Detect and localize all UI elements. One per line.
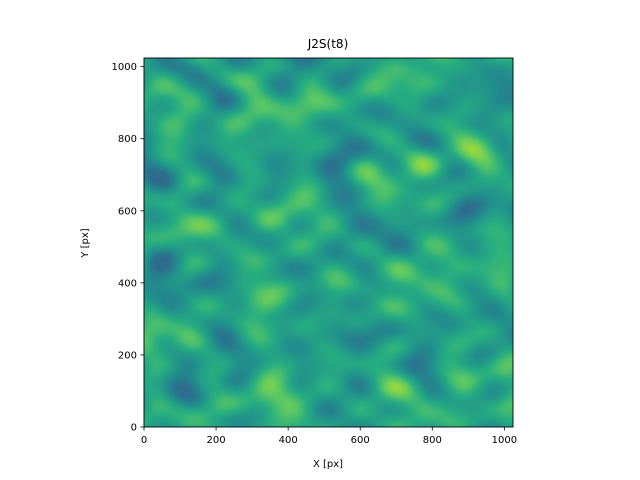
x-tick-label: 400: [279, 435, 298, 446]
y-tick-label: 400: [118, 278, 137, 289]
x-tick-label: 800: [423, 435, 442, 446]
y-tick-label: 600: [118, 206, 137, 217]
heatmap-field: [144, 58, 513, 427]
x-tick-label: 600: [351, 435, 370, 446]
x-axis-ticks: 0 200 400 600 800 1000: [141, 427, 517, 446]
x-tick-label: 200: [207, 435, 226, 446]
x-tick-label: 1000: [492, 435, 517, 446]
axes-frame: [143, 57, 514, 428]
chart-title: J2S(t8): [307, 37, 349, 51]
y-tick-label: 1000: [112, 62, 137, 73]
y-tick-label: 0: [131, 423, 137, 434]
x-axis-label: X [px]: [313, 459, 343, 470]
heatmap: [144, 58, 513, 427]
y-tick-label: 200: [118, 350, 137, 361]
y-axis-label: Y [px]: [80, 228, 91, 258]
y-axis-ticks: 0 200 400 600 800 1000: [112, 62, 144, 434]
x-tick-label: 0: [141, 435, 147, 446]
y-tick-label: 800: [118, 134, 137, 145]
